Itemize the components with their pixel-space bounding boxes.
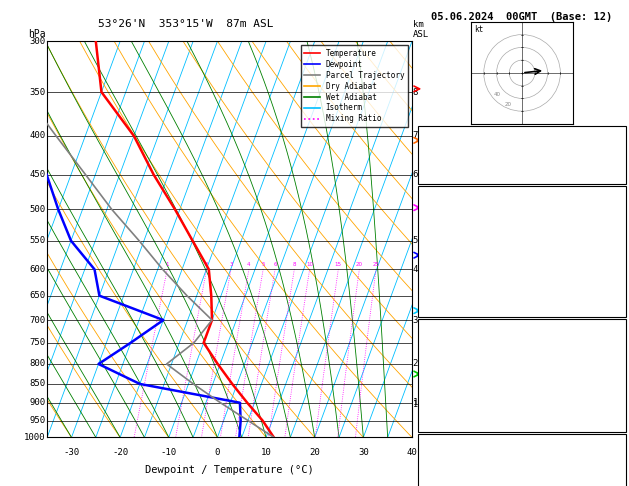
Text: 450: 450 [29, 170, 45, 179]
Text: hPa: hPa [28, 29, 45, 39]
Text: 6: 6 [413, 170, 418, 179]
Text: 10: 10 [306, 262, 313, 267]
Text: 05.06.2024  00GMT  (Base: 12): 05.06.2024 00GMT (Base: 12) [431, 12, 613, 22]
Text: 1000: 1000 [24, 433, 45, 442]
Text: 950: 950 [29, 416, 45, 425]
Text: 20: 20 [504, 102, 511, 107]
Text: -20: -20 [112, 448, 128, 457]
Text: 25: 25 [372, 262, 379, 267]
Text: Totals Totals: Totals Totals [421, 152, 491, 161]
Text: 8: 8 [413, 87, 418, 97]
Text: 41: 41 [613, 152, 624, 161]
Text: CIN (J): CIN (J) [421, 416, 459, 425]
Text: -10: -10 [161, 448, 177, 457]
Text: 20: 20 [356, 262, 363, 267]
Text: 650: 650 [29, 291, 45, 300]
Text: 7: 7 [618, 475, 624, 484]
Text: 5: 5 [413, 236, 418, 245]
Text: θₑ (K): θₑ (K) [421, 361, 454, 369]
Text: 11.6: 11.6 [603, 209, 624, 218]
Text: 53°26'N  353°15'W  87m ASL: 53°26'N 353°15'W 87m ASL [98, 19, 274, 30]
Text: 900: 900 [29, 398, 45, 407]
Text: -5: -5 [613, 134, 624, 143]
Text: 1: 1 [165, 262, 169, 267]
Text: 10: 10 [260, 448, 272, 457]
Text: 5: 5 [618, 264, 624, 273]
Text: 8: 8 [292, 262, 296, 267]
Text: Most Unstable: Most Unstable [487, 324, 557, 332]
Text: 40: 40 [406, 448, 418, 457]
Text: 300: 300 [29, 37, 45, 46]
Text: 0: 0 [214, 448, 220, 457]
Text: 83: 83 [613, 283, 624, 292]
Text: 299: 299 [608, 246, 624, 255]
Text: Lifted Index: Lifted Index [421, 379, 486, 388]
Text: 1: 1 [413, 398, 418, 407]
Text: 0: 0 [618, 301, 624, 310]
Text: EH: EH [421, 457, 432, 466]
Text: 7: 7 [413, 131, 418, 140]
Text: 4.5: 4.5 [608, 227, 624, 236]
Text: 1LCL: 1LCL [413, 400, 433, 409]
Text: 550: 550 [29, 236, 45, 245]
Text: 2: 2 [205, 262, 208, 267]
Text: 750: 750 [29, 338, 45, 347]
Text: 3: 3 [229, 262, 233, 267]
Text: PW (cm): PW (cm) [421, 171, 459, 180]
Text: 299: 299 [608, 361, 624, 369]
Text: © weatheronline.co.uk: © weatheronline.co.uk [474, 473, 571, 482]
Text: Temp (°C): Temp (°C) [421, 209, 470, 218]
Text: CAPE (J): CAPE (J) [421, 283, 464, 292]
Text: 2: 2 [413, 360, 418, 368]
Text: Lifted Index: Lifted Index [421, 264, 486, 273]
Text: 4: 4 [413, 265, 418, 274]
Text: 850: 850 [29, 380, 45, 388]
Text: Surface: Surface [503, 191, 541, 199]
Text: kt: kt [474, 25, 483, 34]
Text: 700: 700 [29, 315, 45, 325]
Text: 350: 350 [29, 87, 45, 97]
Text: Dewp (°C): Dewp (°C) [421, 227, 470, 236]
Text: θₑ(K): θₑ(K) [421, 246, 448, 255]
Text: -4: -4 [613, 457, 624, 466]
Text: 5: 5 [262, 262, 265, 267]
Text: 500: 500 [29, 205, 45, 214]
Text: 40: 40 [494, 92, 501, 97]
Text: CIN (J): CIN (J) [421, 301, 459, 310]
Text: 4: 4 [247, 262, 250, 267]
Text: 0.83: 0.83 [603, 171, 624, 180]
Text: 20: 20 [309, 448, 320, 457]
Text: Mixing Ratio (g/kg): Mixing Ratio (g/kg) [436, 200, 445, 279]
Legend: Temperature, Dewpoint, Parcel Trajectory, Dry Adiabat, Wet Adiabat, Isotherm, Mi: Temperature, Dewpoint, Parcel Trajectory… [301, 45, 408, 127]
Text: Pressure (mb): Pressure (mb) [421, 342, 491, 351]
Text: 6: 6 [274, 262, 277, 267]
Text: 1001: 1001 [603, 342, 624, 351]
Text: SREH: SREH [421, 475, 443, 484]
Text: Hodograph: Hodograph [498, 438, 546, 447]
Text: Dewpoint / Temperature (°C): Dewpoint / Temperature (°C) [145, 465, 314, 475]
Text: K: K [421, 134, 427, 143]
Text: 5: 5 [618, 379, 624, 388]
Text: 3: 3 [413, 315, 418, 325]
Text: 15: 15 [335, 262, 342, 267]
Text: 83: 83 [613, 398, 624, 406]
Text: 800: 800 [29, 360, 45, 368]
Text: 0: 0 [618, 416, 624, 425]
Text: -30: -30 [64, 448, 79, 457]
Text: 600: 600 [29, 265, 45, 274]
Text: 30: 30 [358, 448, 369, 457]
Text: CAPE (J): CAPE (J) [421, 398, 464, 406]
Text: km
ASL: km ASL [413, 20, 429, 39]
Text: 400: 400 [29, 131, 45, 140]
